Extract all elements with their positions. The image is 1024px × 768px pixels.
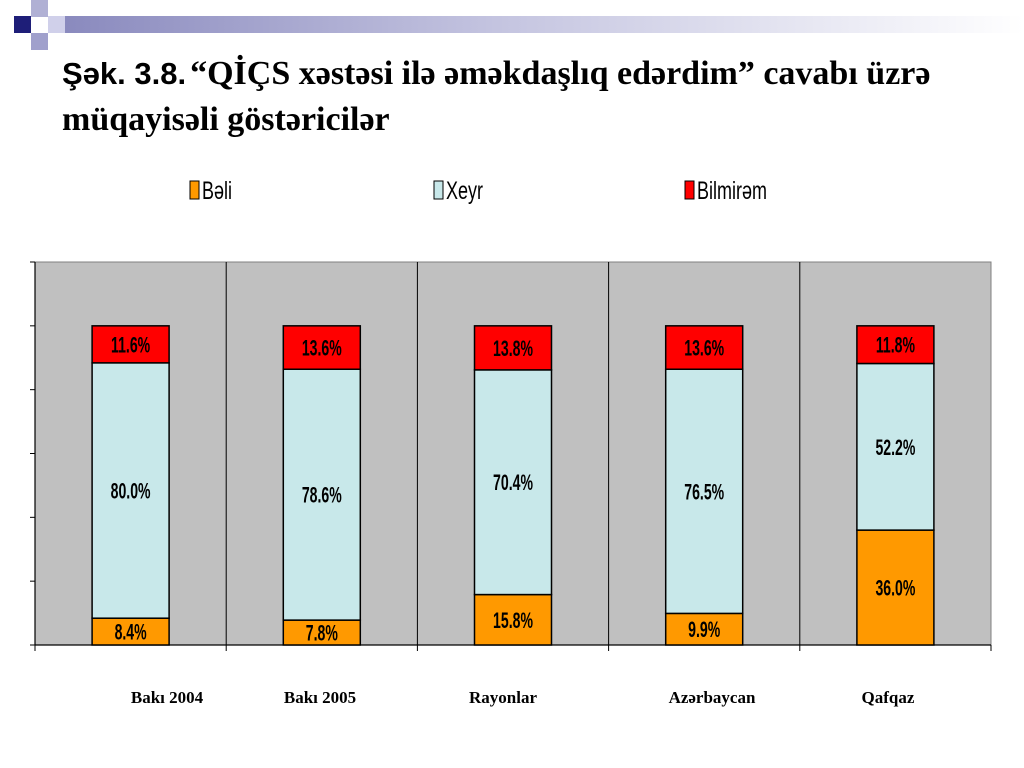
data-label-bilmirem-baki-2005: 13.6% <box>302 335 342 360</box>
data-label-bilmirem-qafqaz: 11.8% <box>876 332 915 357</box>
data-label-beli-rayonlar: 15.8% <box>493 608 533 633</box>
bar-segment-beli-baki-2004 <box>91 617 170 646</box>
legend-label: Bilmirəm <box>697 176 767 205</box>
data-label-beli-azerbaycan: 9.9% <box>688 617 720 642</box>
data-label-xeyr-qafqaz: 52.2% <box>875 435 915 460</box>
category-label-azerbaycan: Azərbaycan <box>669 688 756 707</box>
legend-label: Xeyr <box>446 176 483 205</box>
figure-number: Şək. 3.8. <box>62 56 187 91</box>
bar-segment-bilmirem-qafqaz <box>856 325 935 365</box>
category-label-baki-2005: Bakı 2005 <box>284 688 356 707</box>
legend-swatch <box>684 180 695 200</box>
bar-segment-xeyr-baki-2004 <box>91 362 170 619</box>
legend-swatch <box>189 180 200 200</box>
slide-title: Şək. 3.8. “QİÇS xəstəsi ilə əməkdaşlıq e… <box>62 54 997 146</box>
legend: Bəli Xeyr Bilmirəm <box>189 176 767 205</box>
bar-segment-xeyr-azerbaycan <box>664 368 744 615</box>
data-label-xeyr-baki-2005: 78.6% <box>302 482 342 507</box>
bar-segment-xeyr-rayonlar <box>473 369 553 596</box>
decor-square-lavender <box>31 0 48 17</box>
legend-item-bilmirem: Bilmirəm <box>684 176 767 205</box>
data-label-xeyr-baki-2004: 80.0% <box>111 478 151 503</box>
category-axis-labels: Bakı 2004 Bakı 2005 Rayonlar Azərbaycan Qafq… <box>131 688 915 707</box>
bar-stack-baki-2004: 8.4% 80.0% 11.6% <box>91 325 170 646</box>
category-label-baki-2004: Bakı 2004 <box>131 688 204 707</box>
bar-segment-beli-rayonlar <box>473 593 553 646</box>
data-label-bilmirem-rayonlar: 13.8% <box>493 336 533 361</box>
legend-item-beli: Bəli <box>189 176 232 205</box>
data-label-beli-baki-2004: 8.4% <box>115 619 147 644</box>
decor-square-navy <box>14 16 31 33</box>
legend-swatch <box>433 180 444 200</box>
data-label-beli-baki-2005: 7.8% <box>306 620 338 645</box>
bar-stack-baki-2005: 7.8% 78.6% 13.6% <box>282 325 362 646</box>
bar-stack-azerbaycan: 9.9% 76.5% 13.6% <box>664 325 744 646</box>
bar-segment-bilmirem-baki-2004 <box>91 325 170 364</box>
decor-square-lavender <box>31 33 48 50</box>
bar-segment-bilmirem-azerbaycan <box>664 325 744 370</box>
bar-segment-bilmirem-baki-2005 <box>282 325 362 370</box>
bar-segment-xeyr-qafqaz <box>856 362 935 531</box>
decor-gradient-bar <box>65 16 1024 33</box>
data-label-bilmirem-baki-2004: 11.6% <box>111 332 150 357</box>
bar-stack-rayonlar: 15.8% 70.4% 13.8% <box>473 325 553 646</box>
bar-segment-bilmirem-rayonlar <box>473 325 553 371</box>
legend-label: Bəli <box>202 176 232 205</box>
data-label-beli-qafqaz: 36.0% <box>875 575 915 600</box>
decor-square-pale <box>48 16 65 33</box>
bar-segment-xeyr-baki-2005 <box>282 368 362 621</box>
legend-item-xeyr: Xeyr <box>433 176 483 205</box>
category-label-qafqaz: Qafqaz <box>862 688 915 707</box>
data-label-xeyr-azerbaycan: 76.5% <box>684 479 724 504</box>
bar-stack-qafqaz: 36.0% 52.2% 11.8% <box>856 325 935 646</box>
category-label-rayonlar: Rayonlar <box>469 688 537 707</box>
data-label-xeyr-rayonlar: 70.4% <box>493 470 533 495</box>
chart-title: “QİÇS xəstəsi ilə əməkdaşlıq edərdim” ca… <box>62 55 931 138</box>
data-label-bilmirem-azerbaycan: 13.6% <box>684 335 724 360</box>
